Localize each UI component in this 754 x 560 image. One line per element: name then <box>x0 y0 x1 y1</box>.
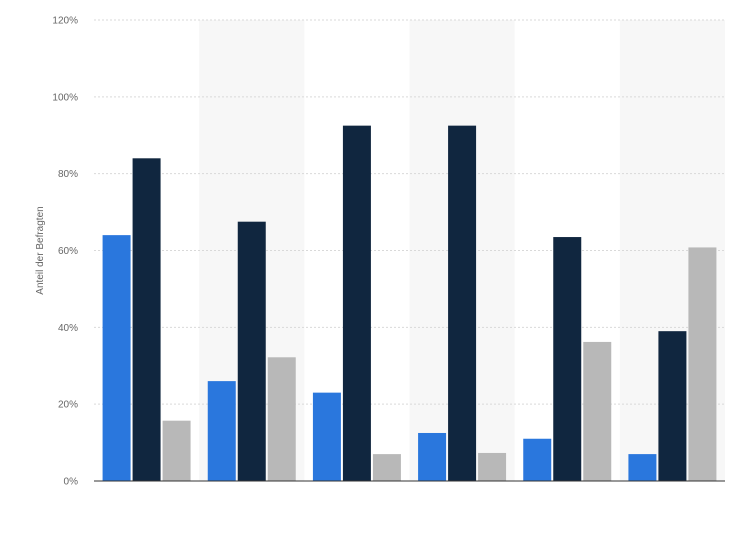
bar[interactable] <box>583 341 612 481</box>
bar[interactable] <box>628 454 657 481</box>
y-tick-label: 0% <box>64 477 79 488</box>
bar[interactable] <box>267 357 296 481</box>
bar[interactable] <box>688 247 717 481</box>
bar[interactable] <box>553 237 582 481</box>
y-tick-label: 60% <box>58 246 78 257</box>
bar[interactable] <box>132 158 161 482</box>
y-tick-label: 80% <box>58 169 78 180</box>
bar[interactable] <box>342 125 371 481</box>
bar[interactable] <box>102 235 131 481</box>
y-axis-title: Anteil der Befragten <box>35 206 46 294</box>
bar[interactable] <box>448 125 477 481</box>
y-tick-label: 20% <box>58 400 78 411</box>
bar[interactable] <box>658 331 687 481</box>
bar[interactable] <box>372 454 401 481</box>
y-tick-label: 40% <box>58 323 78 334</box>
bar[interactable] <box>478 452 507 481</box>
y-axis-tick-labels: 0% 20% 40% 60% 80% 100% 120% <box>52 16 78 488</box>
bar[interactable] <box>523 438 552 481</box>
bars <box>102 125 717 482</box>
bar[interactable] <box>162 420 191 481</box>
bar[interactable] <box>237 221 266 481</box>
bar[interactable] <box>418 432 447 481</box>
y-tick-label: 120% <box>52 16 78 27</box>
y-tick-label: 100% <box>52 92 78 103</box>
bar[interactable] <box>207 381 236 481</box>
bar[interactable] <box>312 392 341 481</box>
gridlines <box>94 19 725 405</box>
